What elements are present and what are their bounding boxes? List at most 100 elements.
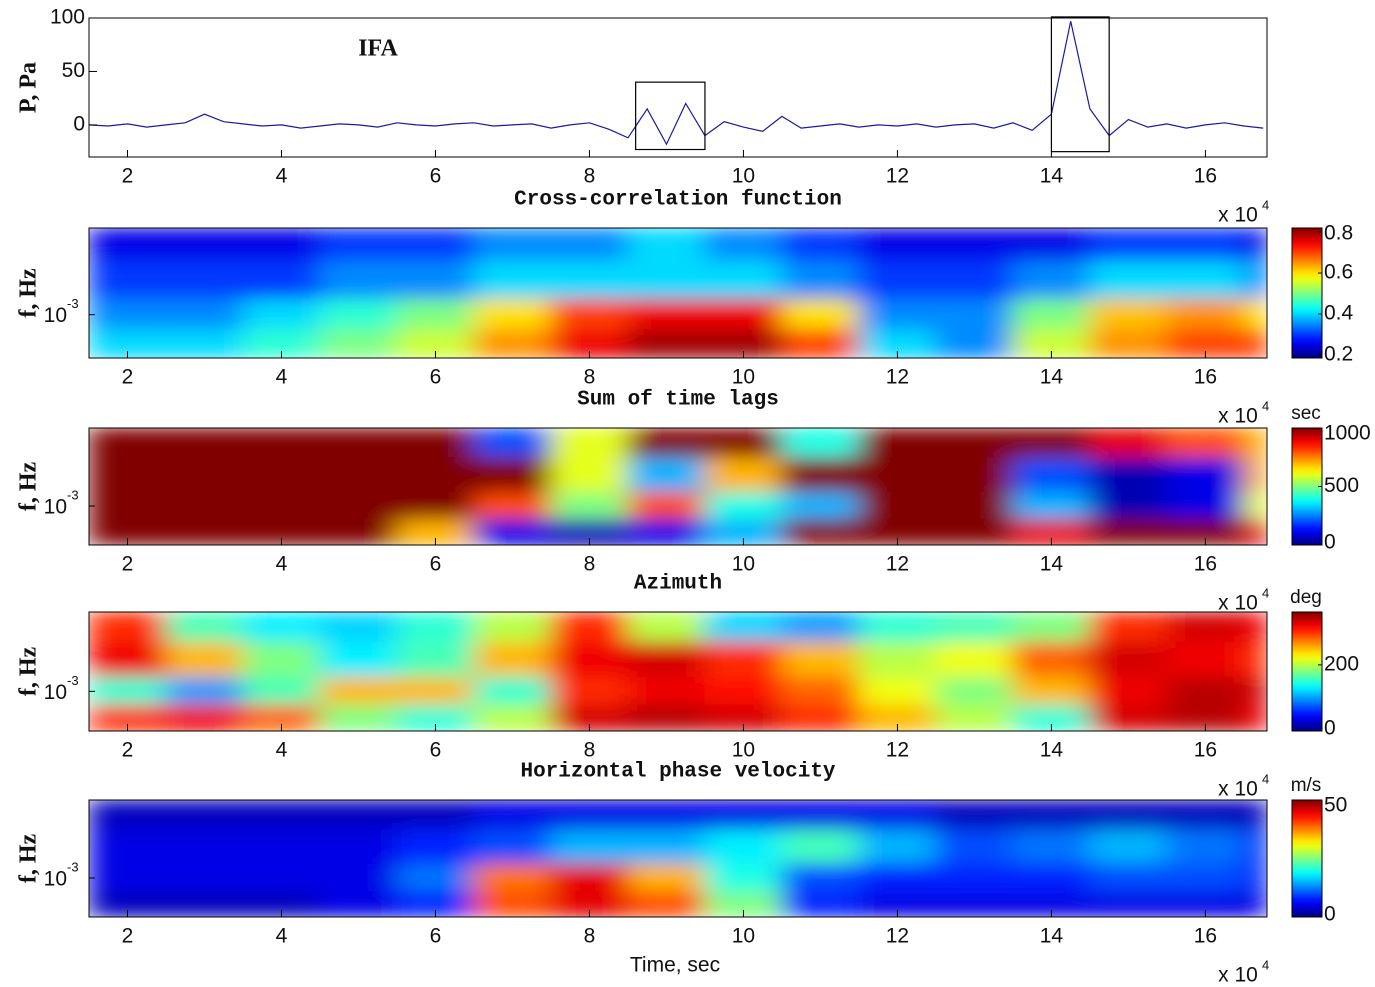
heatmap-cell (1243, 490, 1267, 520)
x-multiplier-exponent: 4 (1262, 197, 1269, 212)
x-tick-label: 8 (584, 925, 596, 948)
heatmap-cell (1012, 862, 1091, 892)
heatmap-cell (89, 259, 167, 299)
heatmap-cell (1243, 297, 1267, 330)
heatmap-cell (627, 703, 706, 731)
heatmap-cell (242, 800, 321, 830)
x-tick-label: 14 (1040, 739, 1064, 762)
heatmap-cell (396, 259, 475, 299)
heatmap-cell (781, 800, 860, 830)
heatmap-cell (1012, 259, 1091, 299)
heatmap-cell (1012, 428, 1091, 458)
heatmap-cell (1089, 675, 1168, 705)
heatmap-cell (319, 890, 398, 917)
heatmap-cell (627, 675, 706, 705)
heatmap-cell (1166, 612, 1245, 642)
x-multiplier-exponent: 4 (1262, 957, 1269, 972)
heatmap-cell (858, 675, 937, 705)
heatmap-cell (935, 456, 1014, 492)
heatmap-cell (165, 828, 244, 864)
x-tick-label: 6 (430, 366, 442, 389)
heatmap-cell (935, 297, 1014, 330)
heatmap-cell (627, 456, 706, 492)
heatmap-cell (165, 890, 244, 917)
heatmap-cell (704, 675, 783, 705)
heatmap-cell (319, 703, 398, 731)
heatmap-cell (319, 297, 398, 330)
heatmap-cell (396, 456, 475, 492)
heatmap-cell (550, 228, 629, 261)
heatmap-cell (1243, 228, 1267, 261)
colorbar-tick-label: 1000 (1324, 422, 1371, 445)
heatmap-cell (1243, 328, 1267, 358)
heatmap-cell (1166, 297, 1245, 330)
heatmap-cell (165, 862, 244, 892)
heatmap-cell (858, 297, 937, 330)
heatmap-cell (1089, 328, 1168, 358)
heatmap-cell (627, 612, 706, 642)
heatmap-cell (781, 297, 860, 330)
colorbar-unit: deg (1290, 587, 1322, 608)
x-tick-label: 8 (584, 553, 596, 576)
heatmap-cell (89, 800, 167, 830)
x-tick-label: 6 (430, 925, 442, 948)
heatmap-cell (781, 490, 860, 520)
heatmap-cell (1166, 862, 1245, 892)
heatmap-cell (319, 862, 398, 892)
heatmap-cell (781, 675, 860, 705)
heatmap-cell (935, 328, 1014, 358)
heatmap-cell (627, 518, 706, 545)
heatmap-cell (627, 228, 706, 261)
colorbar-tick-label: 0.4 (1324, 302, 1354, 325)
heatmap-cell (396, 490, 475, 520)
heatmap-cell (550, 675, 629, 705)
heatmap-cell (89, 828, 167, 864)
heatmap-cell (627, 297, 706, 330)
x-tick-label: 12 (886, 553, 909, 576)
heatmap-cell (704, 862, 783, 892)
heatmap-cell (473, 228, 552, 261)
y-tick-label: 0 (73, 112, 85, 135)
heatmap-cell (781, 612, 860, 642)
heatmap-cell (1012, 490, 1091, 520)
heatmap-cells (89, 428, 1267, 545)
heatmap-cell (858, 456, 937, 492)
heatmap-cell (704, 297, 783, 330)
heatmap-cell (242, 828, 321, 864)
heatmap-cell (396, 640, 475, 677)
heatmap-cell (242, 259, 321, 299)
heatmap-cell (1243, 259, 1267, 299)
heatmap-cell (165, 518, 244, 545)
heatmap-cell (935, 828, 1014, 864)
heatmap-cell (550, 862, 629, 892)
x-tick-label: 14 (1040, 366, 1064, 389)
heatmap-cell (704, 428, 783, 458)
heatmap-cell (935, 428, 1014, 458)
axes-frame (88, 227, 1268, 359)
heatmap-cell (396, 612, 475, 642)
colorbar-unit: m/s (1291, 775, 1322, 796)
heatmap-cell (627, 890, 706, 917)
heatmap-cell (165, 228, 244, 261)
heatmap-cell (89, 612, 167, 642)
highlight-box (635, 81, 706, 151)
heatmap-cell (935, 259, 1014, 299)
heatmap-cell (1243, 675, 1267, 705)
heatmap-cell (319, 640, 398, 677)
heatmap-cell (396, 228, 475, 261)
heatmap-cell (858, 800, 937, 830)
heatmap-cell (165, 259, 244, 299)
heatmap-cell (1089, 518, 1168, 545)
x-tick-label: 6 (430, 739, 442, 762)
x-tick-label: 10 (732, 739, 755, 762)
heatmap-cell (704, 612, 783, 642)
y-axis-label: f, Hz (16, 268, 42, 318)
heatmap-cell (858, 490, 937, 520)
heatmap-cell (1089, 259, 1168, 299)
heatmap-cell (319, 328, 398, 358)
heatmap-cell (1089, 703, 1168, 731)
heatmap-cells (89, 800, 1267, 917)
heatmap-cell (473, 800, 552, 830)
heatmap-cell (550, 640, 629, 677)
heatmap-cell (473, 675, 552, 705)
